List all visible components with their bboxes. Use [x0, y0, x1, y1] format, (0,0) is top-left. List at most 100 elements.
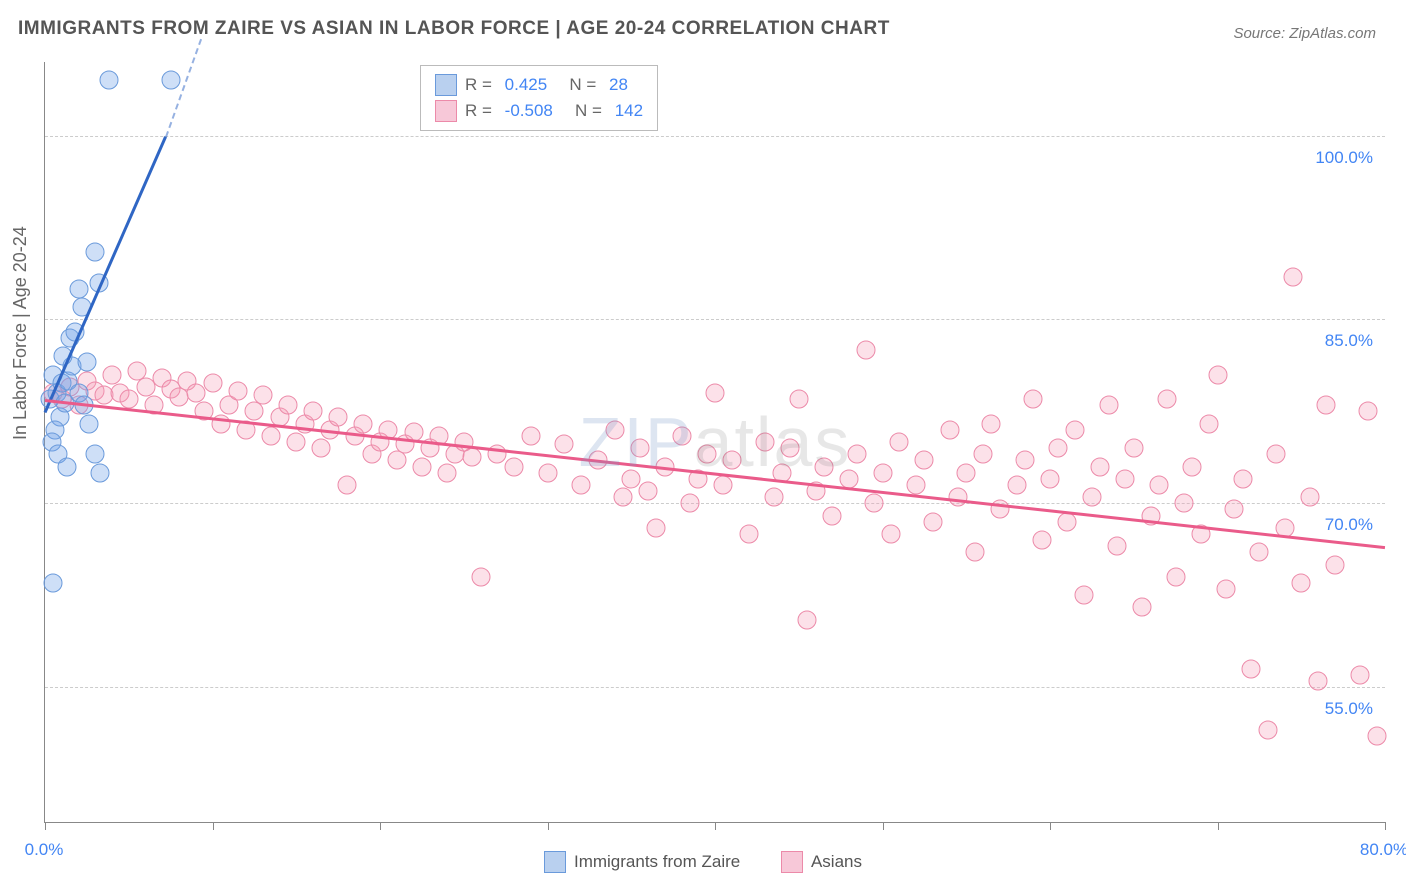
data-point: [354, 414, 373, 433]
data-point: [1216, 580, 1235, 599]
n-label: N =: [561, 98, 607, 124]
data-point: [706, 383, 725, 402]
data-point: [714, 475, 733, 494]
data-point: [1208, 365, 1227, 384]
data-point: [1108, 537, 1127, 556]
data-point: [521, 426, 540, 445]
data-point: [1367, 727, 1386, 746]
data-point: [1350, 665, 1369, 684]
data-point: [1225, 500, 1244, 519]
data-point: [814, 457, 833, 476]
data-point: [940, 420, 959, 439]
y-axis-label: In Labor Force | Age 20-24: [10, 226, 31, 440]
data-point: [57, 457, 76, 476]
n-value-series-2: 142: [615, 98, 643, 124]
chart-container: IMMIGRANTS FROM ZAIRE VS ASIAN IN LABOR …: [0, 0, 1406, 892]
data-point: [965, 543, 984, 562]
n-label: N =: [555, 72, 601, 98]
data-point: [1099, 396, 1118, 415]
data-point: [722, 451, 741, 470]
plot-canvas: 55.0%70.0%85.0%100.0%: [45, 62, 1385, 822]
data-point: [1015, 451, 1034, 470]
data-point: [840, 469, 859, 488]
stats-legend: R = 0.425 N = 28 R = -0.508 N = 142: [420, 65, 658, 131]
x-tick-label: 0.0%: [25, 840, 64, 860]
data-point: [1149, 475, 1168, 494]
data-point: [890, 433, 909, 452]
data-point: [1066, 420, 1085, 439]
legend-label-series-2: Asians: [811, 852, 862, 872]
data-point: [186, 383, 205, 402]
data-point: [1300, 488, 1319, 507]
data-point: [1133, 598, 1152, 617]
data-point: [1082, 488, 1101, 507]
legend-swatch-series-1: [544, 851, 566, 873]
data-point: [1258, 721, 1277, 740]
data-point: [1032, 531, 1051, 550]
data-point: [203, 374, 222, 393]
data-point: [1049, 439, 1068, 458]
legend-swatch-series-1: [435, 74, 457, 96]
data-point: [44, 573, 63, 592]
data-point: [329, 408, 348, 427]
stats-row-series-2: R = -0.508 N = 142: [435, 98, 643, 124]
y-tick-label: 55.0%: [1325, 699, 1373, 719]
data-point: [86, 445, 105, 464]
data-point: [77, 353, 96, 372]
y-tick-label: 100.0%: [1315, 148, 1373, 168]
n-value-series-1: 28: [609, 72, 628, 98]
data-point: [69, 279, 88, 298]
data-point: [253, 386, 272, 405]
data-point: [974, 445, 993, 464]
data-point: [1166, 567, 1185, 586]
data-point: [86, 243, 105, 262]
data-point: [764, 488, 783, 507]
data-point: [982, 414, 1001, 433]
data-point: [412, 457, 431, 476]
legend-item-series-2: Asians: [781, 851, 862, 873]
legend-item-series-1: Immigrants from Zaire: [544, 851, 740, 873]
data-point: [262, 426, 281, 445]
r-value-series-2: -0.508: [505, 98, 553, 124]
y-tick-label: 85.0%: [1325, 331, 1373, 351]
data-point: [103, 365, 122, 384]
data-point: [781, 439, 800, 458]
data-point: [680, 494, 699, 513]
r-label: R =: [465, 72, 497, 98]
data-point: [161, 71, 180, 90]
data-point: [672, 426, 691, 445]
data-point: [923, 512, 942, 531]
legend-swatch-series-2: [781, 851, 803, 873]
data-point: [630, 439, 649, 458]
data-point: [697, 445, 716, 464]
data-point: [622, 469, 641, 488]
data-point: [798, 610, 817, 629]
data-point: [91, 463, 110, 482]
data-point: [848, 445, 867, 464]
r-label: R =: [465, 98, 497, 124]
data-point: [1309, 672, 1328, 691]
data-point: [1175, 494, 1194, 513]
data-point: [572, 475, 591, 494]
data-point: [915, 451, 934, 470]
source-attribution: Source: ZipAtlas.com: [1233, 25, 1376, 42]
data-point: [1317, 396, 1336, 415]
data-point: [99, 71, 118, 90]
data-point: [471, 567, 490, 586]
data-point: [119, 390, 138, 409]
data-point: [881, 524, 900, 543]
data-point: [228, 381, 247, 400]
legend-label-series-1: Immigrants from Zaire: [574, 852, 740, 872]
r-value-series-1: 0.425: [505, 72, 548, 98]
data-point: [312, 439, 331, 458]
data-point: [1200, 414, 1219, 433]
data-point: [647, 518, 666, 537]
data-point: [1007, 475, 1026, 494]
plot-area: 55.0%70.0%85.0%100.0% ZIPatlas: [44, 62, 1385, 823]
data-point: [463, 447, 482, 466]
data-point: [287, 433, 306, 452]
chart-title: IMMIGRANTS FROM ZAIRE VS ASIAN IN LABOR …: [18, 18, 890, 40]
data-point: [438, 463, 457, 482]
data-point: [1325, 555, 1344, 574]
data-point: [739, 524, 758, 543]
